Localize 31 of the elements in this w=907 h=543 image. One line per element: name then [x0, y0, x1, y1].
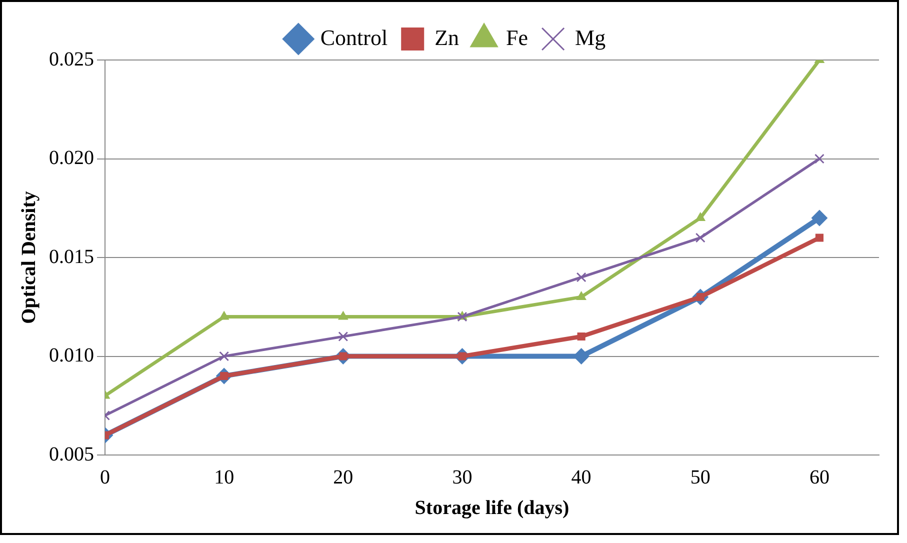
x-axis-title: Storage life (days): [414, 497, 570, 520]
legend-label: Fe: [506, 24, 528, 50]
point: [815, 234, 824, 242]
point: [573, 348, 590, 364]
y-tick-label: 0.005: [49, 443, 94, 466]
point: [219, 311, 229, 320]
point: [338, 311, 348, 320]
x-tick-label: 30: [452, 466, 472, 488]
x-tick-label: 60: [809, 466, 830, 488]
point: [576, 272, 586, 282]
point: [577, 332, 586, 341]
x-tick-label: 50: [690, 466, 710, 488]
x-tick-label: 0: [100, 466, 110, 488]
y-tick-label: 0.025: [49, 48, 94, 70]
point: [338, 332, 348, 342]
y-tick-label: 0.010: [49, 344, 94, 366]
y-tick-label: 0.020: [49, 147, 94, 169]
x-tick-label: 40: [571, 466, 592, 488]
x-tick-label: 10: [214, 466, 234, 488]
point: [219, 351, 230, 362]
point: [811, 210, 828, 226]
x-tick-label: 20: [333, 466, 354, 488]
point: [695, 232, 706, 243]
point: [696, 212, 706, 221]
y-tick-label: 0.015: [49, 246, 94, 268]
legend-label: Mg: [575, 24, 606, 50]
point: [576, 292, 586, 300]
y-axis-title: Optical Density: [18, 191, 40, 324]
legend-label: Control: [320, 24, 388, 50]
point: [814, 154, 824, 164]
legend-label: Zn: [434, 24, 460, 50]
